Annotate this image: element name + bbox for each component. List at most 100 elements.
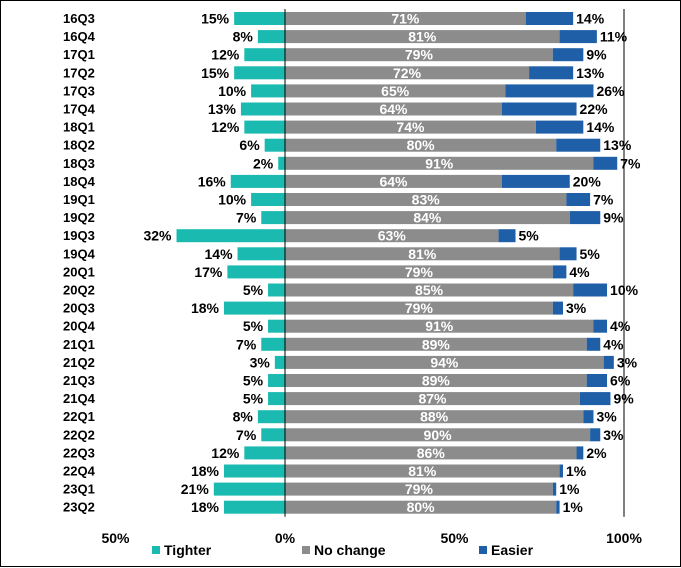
legend-swatch bbox=[152, 546, 160, 554]
label-tighter: 5% bbox=[243, 282, 264, 298]
bar-tighter bbox=[268, 374, 285, 387]
bar-easier bbox=[552, 482, 557, 496]
label-no-change: 71% bbox=[391, 11, 420, 27]
category-label: 22Q2 bbox=[63, 427, 95, 442]
category-label: 18Q1 bbox=[63, 120, 95, 135]
label-tighter: 7% bbox=[236, 427, 257, 443]
label-no-change: 85% bbox=[415, 282, 444, 298]
bar-no-change bbox=[285, 156, 594, 170]
bar-tighter bbox=[227, 265, 285, 279]
label-tighter: 7% bbox=[236, 336, 257, 352]
bar-tighter bbox=[257, 30, 285, 44]
bar-easier bbox=[505, 84, 594, 98]
category-label: 19Q4 bbox=[63, 246, 96, 261]
label-easier: 1% bbox=[566, 463, 587, 479]
bar-tighter bbox=[223, 464, 285, 478]
label-tighter: 32% bbox=[143, 228, 172, 244]
label-no-change: 90% bbox=[424, 427, 453, 443]
bar-tighter bbox=[234, 12, 285, 25]
bar-no-change bbox=[285, 355, 604, 369]
bars-group bbox=[176, 12, 618, 514]
bar-easier bbox=[525, 12, 574, 25]
legend-swatch bbox=[479, 546, 487, 554]
bar-tighter bbox=[268, 319, 285, 333]
label-easier: 4% bbox=[569, 264, 590, 280]
label-no-change: 74% bbox=[396, 119, 425, 135]
label-easier: 3% bbox=[596, 409, 617, 425]
bar-no-change bbox=[285, 102, 502, 116]
bar-no-change bbox=[285, 211, 570, 225]
category-label: 21Q3 bbox=[63, 373, 95, 388]
bar-no-change bbox=[285, 446, 577, 460]
category-label: 20Q2 bbox=[63, 283, 95, 298]
bar-no-change bbox=[285, 283, 574, 297]
bar-easier bbox=[556, 500, 560, 514]
label-no-change: 91% bbox=[425, 155, 454, 171]
label-tighter: 14% bbox=[205, 246, 234, 262]
bar-easier bbox=[573, 283, 608, 297]
label-no-change: 89% bbox=[422, 373, 451, 389]
bar-tighter bbox=[240, 102, 285, 116]
label-tighter: 12% bbox=[211, 119, 240, 135]
bar-no-change bbox=[285, 30, 560, 44]
category-label: 21Q4 bbox=[63, 391, 96, 406]
bar-easier bbox=[556, 138, 601, 152]
label-tighter: 5% bbox=[243, 318, 264, 334]
label-tighter: 3% bbox=[250, 354, 271, 370]
label-no-change: 80% bbox=[407, 137, 436, 153]
bar-easier bbox=[566, 193, 591, 206]
category-label: 17Q3 bbox=[63, 83, 95, 98]
bar-tighter bbox=[244, 446, 285, 460]
x-tick-label: 0% bbox=[275, 530, 296, 546]
label-no-change: 79% bbox=[405, 47, 434, 63]
label-easier: 9% bbox=[586, 47, 607, 63]
bar-easier bbox=[593, 319, 608, 333]
category-label: 17Q4 bbox=[63, 102, 96, 117]
label-no-change: 79% bbox=[405, 481, 434, 497]
label-easier: 26% bbox=[596, 83, 625, 99]
bar-tighter bbox=[278, 156, 285, 170]
bar-tighter bbox=[237, 247, 285, 261]
bar-tighter bbox=[251, 193, 285, 206]
category-label: 18Q4 bbox=[63, 174, 96, 189]
x-tick-label: 50% bbox=[440, 530, 469, 546]
label-easier: 22% bbox=[580, 101, 609, 117]
x-tick-label: 50% bbox=[101, 530, 130, 546]
label-tighter: 2% bbox=[253, 155, 274, 171]
label-easier: 1% bbox=[563, 499, 584, 515]
bar-easier bbox=[501, 102, 577, 116]
category-label: 18Q3 bbox=[63, 156, 95, 171]
x-tick-label: 100% bbox=[606, 530, 642, 546]
label-easier: 3% bbox=[566, 300, 587, 316]
label-tighter: 6% bbox=[239, 137, 260, 153]
bar-tighter bbox=[264, 138, 285, 152]
label-no-change: 83% bbox=[412, 192, 441, 208]
bar-easier bbox=[593, 156, 618, 170]
label-easier: 13% bbox=[576, 65, 605, 81]
label-tighter: 18% bbox=[191, 499, 220, 515]
bar-easier bbox=[559, 30, 597, 44]
bar-tighter bbox=[223, 301, 285, 315]
label-no-change: 64% bbox=[379, 101, 408, 117]
bar-easier bbox=[552, 301, 563, 315]
label-tighter: 10% bbox=[218, 192, 247, 208]
label-no-change: 94% bbox=[430, 354, 459, 370]
category-label: 22Q1 bbox=[63, 409, 95, 424]
category-label: 23Q1 bbox=[63, 482, 95, 497]
bar-no-change bbox=[285, 193, 567, 206]
bar-easier bbox=[590, 428, 601, 442]
label-easier: 20% bbox=[573, 173, 602, 189]
label-no-change: 79% bbox=[405, 300, 434, 316]
label-tighter: 8% bbox=[233, 409, 254, 425]
category-label: 20Q4 bbox=[63, 319, 96, 334]
label-tighter: 21% bbox=[181, 481, 210, 497]
bar-easier bbox=[586, 337, 601, 351]
bar-no-change bbox=[285, 301, 553, 315]
label-tighter: 15% bbox=[201, 11, 230, 27]
category-label: 20Q1 bbox=[63, 264, 95, 279]
label-tighter: 18% bbox=[191, 463, 220, 479]
label-easier: 4% bbox=[603, 336, 624, 352]
category-label: 18Q2 bbox=[63, 138, 95, 153]
label-easier: 14% bbox=[586, 119, 615, 135]
label-tighter: 5% bbox=[243, 373, 264, 389]
